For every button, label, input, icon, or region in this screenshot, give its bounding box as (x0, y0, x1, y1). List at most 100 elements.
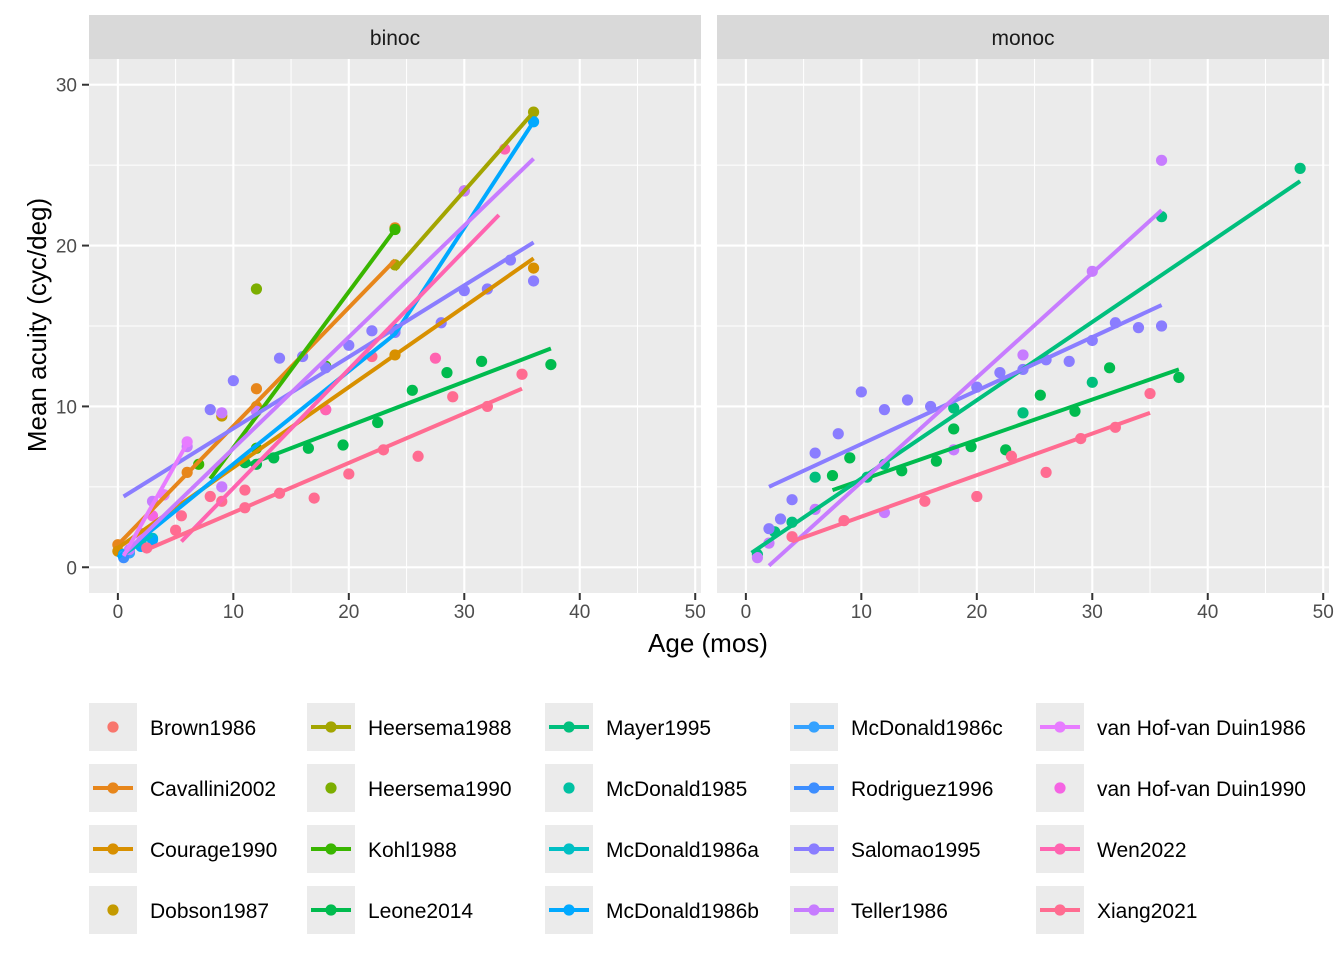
y-tick-label: 10 (56, 397, 77, 418)
legend-key-point (808, 843, 820, 855)
data-point (1144, 387, 1156, 400)
data-point (441, 367, 453, 379)
data-point (175, 510, 187, 522)
legend-label: Courage1990 (150, 839, 277, 862)
data-point (809, 471, 821, 483)
series-line (393, 110, 536, 272)
data-point (308, 492, 320, 504)
legend-label: Heersema1988 (368, 717, 512, 740)
data-point (476, 355, 488, 367)
legend-key-point (107, 904, 119, 916)
data-point (1132, 322, 1145, 334)
data-point (527, 262, 540, 274)
facet-strip (717, 15, 1329, 59)
legend-item: Salomao1995 (790, 825, 981, 873)
data-point (901, 394, 914, 406)
legend: Brown1986 Cavallini2002 Courage1990 Dobson1… (89, 703, 1306, 934)
data-point (809, 447, 821, 459)
x-tick-label: 30 (1082, 602, 1103, 623)
legend-item: Leone2014 (307, 886, 473, 934)
series-line (768, 303, 1163, 489)
legend-item: Heersema1990 (307, 764, 512, 812)
legend-item: Courage1990 (89, 825, 277, 873)
data-point (516, 368, 528, 380)
legend-key-point (808, 904, 820, 916)
legend-key-point (325, 782, 337, 794)
data-point (406, 384, 418, 396)
panel-data (112, 106, 557, 564)
legend-key-point (563, 843, 575, 855)
series-line (767, 208, 1163, 568)
panel-binoc: binoc 0 10 20 30 40 50 0 10 20 30 (56, 15, 706, 623)
data-point (1040, 466, 1052, 478)
data-point (216, 407, 228, 419)
data-point (919, 495, 931, 507)
data-point (343, 468, 355, 480)
legend-item: McDonald1986b (545, 886, 759, 934)
x-tick-label: 40 (569, 602, 590, 623)
series-line (208, 228, 397, 480)
series-line (116, 258, 397, 547)
legend-item: McDonald1986a (545, 825, 759, 873)
legend-item: Dobson1987 (89, 886, 269, 934)
data-point (994, 367, 1006, 379)
data-point (372, 416, 384, 429)
legend-key-point (325, 721, 337, 733)
data-point (216, 481, 228, 493)
legend-label: Heersema1990 (368, 778, 512, 801)
data-point (786, 494, 798, 506)
x-tick-label: 20 (338, 602, 359, 623)
legend-key-point (1054, 843, 1066, 855)
series-line (244, 346, 552, 468)
legend-label: McDonald1986a (606, 839, 759, 862)
x-tick-label: 30 (454, 602, 475, 623)
data-point (930, 455, 942, 467)
data-point (1063, 355, 1075, 367)
data-point (447, 391, 459, 403)
data-point (1017, 349, 1029, 361)
x-tick-label: 40 (1197, 602, 1218, 623)
legend-label: Xiang2021 (1097, 900, 1197, 923)
x-tick-label: 0 (113, 602, 124, 623)
data-point (826, 469, 839, 482)
data-point (250, 383, 263, 395)
data-point (366, 325, 378, 337)
legend-item: Teller1986 (790, 886, 948, 934)
legend-item: Mayer1995 (545, 703, 711, 751)
legend-label: Mayer1995 (606, 717, 711, 740)
legend-label: Cavallini2002 (150, 778, 276, 801)
series-line (791, 411, 1151, 544)
legend-item: Brown1986 (89, 703, 256, 751)
legend-item: Rodriguez1996 (790, 764, 993, 812)
legend-key-point (107, 843, 119, 855)
legend-item: McDonald1985 (545, 764, 747, 812)
legend-label: Leone2014 (368, 900, 473, 923)
data-point (204, 490, 216, 503)
data-point (170, 524, 182, 536)
legend-label: Brown1986 (150, 717, 256, 740)
legend-key-point (1054, 721, 1066, 733)
facet-strip (89, 15, 701, 59)
legend-item: Xiang2021 (1036, 886, 1197, 934)
legend-item: van Hof-van Duin1986 (1036, 703, 1306, 751)
legend-label: Salomao1995 (851, 839, 981, 862)
data-point (545, 359, 557, 371)
series-line (122, 240, 535, 499)
data-point (1017, 407, 1029, 419)
series-line (121, 442, 189, 557)
y-tick-label: 0 (66, 558, 77, 579)
y-axis-title: Mean acuity (cyc/deg) (22, 198, 52, 452)
data-point (774, 513, 787, 525)
legend-label: Wen2022 (1097, 839, 1187, 862)
legend-key-point (1054, 782, 1066, 794)
legend-key-point (808, 721, 820, 733)
legend-item: Heersema1988 (307, 703, 512, 751)
data-point (1104, 362, 1116, 374)
panel-data (750, 154, 1306, 568)
legend-key-point (563, 782, 575, 794)
panel-monoc: monoc 0 10 20 30 40 50 (717, 15, 1334, 623)
legend-key-point (107, 782, 119, 794)
data-point (878, 404, 891, 416)
data-point (429, 352, 442, 364)
